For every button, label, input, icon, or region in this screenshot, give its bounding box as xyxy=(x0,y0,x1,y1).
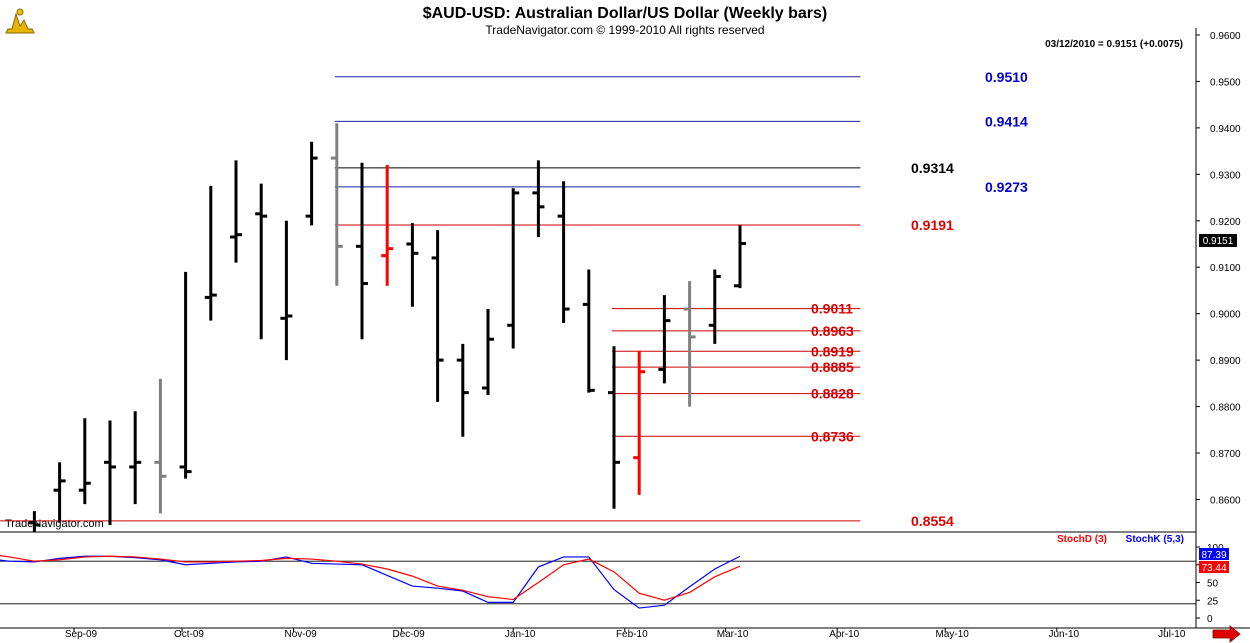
y-tick-label: 0.8900 xyxy=(1210,356,1241,367)
price-bars xyxy=(28,123,746,532)
chart-subtitle: TradeNavigator.com © 1999-2010 All right… xyxy=(485,23,764,37)
x-tick-label: Oct-09 xyxy=(174,629,204,640)
price-bar xyxy=(104,420,116,526)
chart-title: $AUD-USD: Australian Dollar/US Dollar (W… xyxy=(423,5,828,22)
price-bar xyxy=(683,281,696,407)
level-label: 0.9414 xyxy=(985,113,1028,129)
level-label: 0.8828 xyxy=(811,386,854,402)
price-bar xyxy=(582,269,595,393)
scroll-right-arrow-icon[interactable] xyxy=(1212,625,1241,643)
price-bar xyxy=(204,185,217,321)
stochk-value: 87.39 xyxy=(1201,550,1226,561)
x-tick-label: Jan-10 xyxy=(505,629,536,640)
price-bar xyxy=(78,418,91,505)
price-bar xyxy=(305,141,318,226)
level-label: 0.8919 xyxy=(811,343,854,359)
y-tick-label: 0.8700 xyxy=(1210,449,1241,460)
watermark: TradeNavigator.com xyxy=(5,518,104,530)
stochd-legend: StochD (3) xyxy=(1057,534,1107,545)
price-bar xyxy=(708,269,721,344)
x-tick-label: Feb-10 xyxy=(616,629,648,640)
price-bar xyxy=(406,223,419,307)
price-bar xyxy=(734,225,746,289)
x-tick-label: Dec-09 xyxy=(392,629,425,640)
level-label: 0.9314 xyxy=(911,160,954,176)
trade-navigator-logo-icon xyxy=(5,8,35,34)
x-tick-label: Jun-10 xyxy=(1049,629,1080,640)
osc-series-line xyxy=(0,555,741,601)
price-levels: 0.9510 0.9414 0.9314 0.9273 0.9191 0.9011 0.89… xyxy=(0,69,1028,529)
price-bar xyxy=(179,271,192,479)
level-label: 0.9191 xyxy=(911,217,954,233)
y-tick-label: 0.9000 xyxy=(1210,310,1241,321)
price-bar xyxy=(330,123,343,286)
price-bar xyxy=(658,295,671,384)
price-bar xyxy=(28,511,41,532)
price-bar xyxy=(255,183,268,340)
y-tick-label: 0.8800 xyxy=(1210,403,1241,414)
price-bar xyxy=(230,160,242,263)
price-bar xyxy=(633,350,646,495)
y-tick-label: 0.9400 xyxy=(1210,124,1241,135)
level-label: 0.8885 xyxy=(811,359,854,375)
price-bar xyxy=(532,160,545,238)
x-tick-label: Apr-10 xyxy=(829,629,859,640)
level-label: 0.8736 xyxy=(811,428,854,444)
price-bar xyxy=(53,462,66,523)
x-tick-label: Nov-09 xyxy=(284,629,317,640)
price-bar xyxy=(129,411,142,505)
price-bar xyxy=(356,162,368,340)
price-axis: 0.9600 0.9500 0.9400 0.9300 0.9200 0.9100 0.90… xyxy=(1196,31,1241,506)
stochk-legend: StochK (5,3) xyxy=(1126,534,1184,545)
x-tick-label: Jul-10 xyxy=(1158,629,1186,640)
stochastic-panel: 1007550250 xyxy=(0,543,1224,625)
level-label: 0.8554 xyxy=(911,513,954,529)
y-tick-label: 0.9300 xyxy=(1210,170,1241,181)
price-bar xyxy=(154,378,167,514)
y-tick-label: 0.9100 xyxy=(1210,263,1241,274)
price-bar xyxy=(381,165,394,286)
y-tick-label: 0.8600 xyxy=(1210,495,1241,506)
y-tick-label: 0.9200 xyxy=(1210,217,1241,228)
price-bar xyxy=(507,188,520,349)
x-tick-label: May-10 xyxy=(936,629,970,640)
level-label: 0.9011 xyxy=(811,301,853,317)
x-tick-label: Sep-09 xyxy=(65,629,98,640)
stochk-value-badge xyxy=(1199,548,1229,560)
price-bar xyxy=(280,220,293,361)
price-bar xyxy=(456,343,469,437)
osc-tick-label: 50 xyxy=(1207,579,1219,590)
level-label: 0.8963 xyxy=(811,323,854,339)
y-tick-label: 0.9500 xyxy=(1210,77,1241,88)
date-axis: Sep-09 Oct-09 Nov-09 Dec-09 Jan-10 Feb-10 Mar-… xyxy=(65,628,1186,640)
price-bar xyxy=(608,346,620,509)
level-label: 0.9510 xyxy=(985,69,1028,85)
price-bar xyxy=(482,309,494,395)
osc-tick-label: 25 xyxy=(1207,596,1219,607)
level-label: 0.9273 xyxy=(985,179,1028,195)
price-bar xyxy=(431,230,444,402)
y-tick-label: 0.9600 xyxy=(1210,31,1241,42)
price-bar xyxy=(557,181,570,323)
quote-readout: 03/12/2010 = 0.9151 (+0.0075) xyxy=(1045,39,1183,50)
last-price-label: 0.9151 xyxy=(1203,236,1234,247)
osc-tick-label: 0 xyxy=(1207,614,1213,625)
stochd-value-badge xyxy=(1199,561,1229,573)
last-price-badge xyxy=(1199,234,1237,247)
x-tick-label: Mar-10 xyxy=(717,629,749,640)
stochd-value: 73.44 xyxy=(1201,563,1226,574)
